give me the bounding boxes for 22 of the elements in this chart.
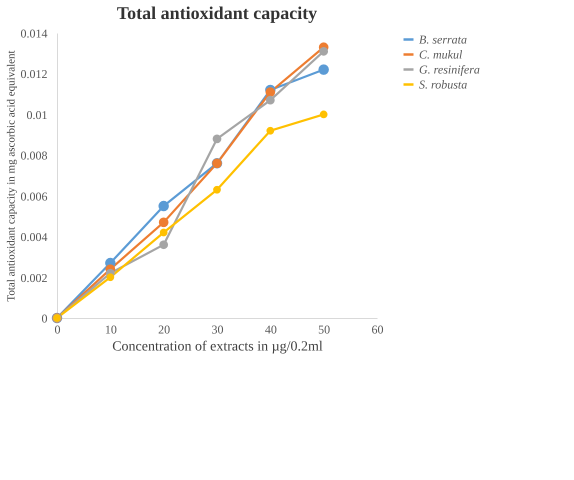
x-tick-label: 40 bbox=[264, 322, 277, 336]
x-tick-label: 30 bbox=[212, 322, 224, 336]
y-tick-label: 0.004 bbox=[20, 230, 48, 244]
chart-title: Total antioxidant capacity bbox=[116, 3, 318, 23]
y-tick-label: 0.006 bbox=[20, 189, 48, 204]
x-tick-label: 20 bbox=[158, 322, 170, 336]
y-tick-label: 0.012 bbox=[20, 67, 48, 82]
y-tick-label: 0.014 bbox=[20, 26, 48, 40]
y-tick-label: 0 bbox=[42, 312, 48, 326]
legend-label: S. robusta bbox=[419, 78, 468, 92]
legend-label: G. resinifera bbox=[419, 62, 480, 76]
x-tick-label: 60 bbox=[372, 322, 384, 336]
y-tick-label: 0.002 bbox=[20, 270, 48, 285]
legend-label: C. mukul bbox=[419, 48, 463, 62]
y-tick-label: 0.01 bbox=[26, 108, 48, 122]
x-axis-title: Concentration of extracts in µg/0.2ml bbox=[112, 340, 323, 354]
y-tick-label: 0.008 bbox=[20, 148, 48, 163]
x-tick-label: 50 bbox=[318, 322, 330, 336]
x-tick-label: 0 bbox=[54, 322, 60, 336]
legend-label: B. serrata bbox=[419, 32, 467, 46]
x-tick-label: 10 bbox=[104, 322, 117, 336]
y-axis-title: Total antioxidant capacity in mg ascorbic acid equivalent bbox=[6, 50, 18, 302]
